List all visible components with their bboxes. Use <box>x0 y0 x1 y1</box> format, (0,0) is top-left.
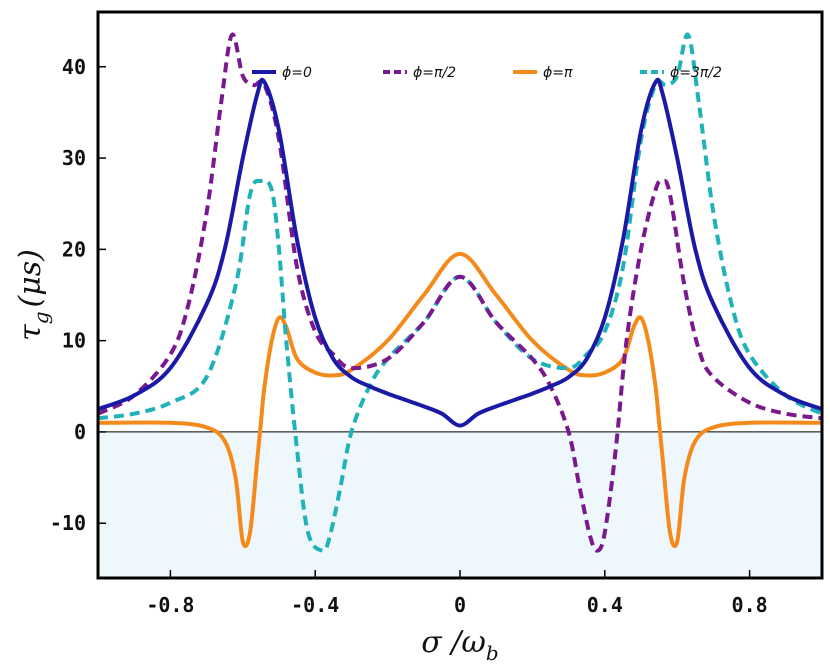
negative-region-shading <box>98 431 822 578</box>
series-line-1 <box>98 32 822 553</box>
y-axis-label: τg(μs) <box>13 249 53 341</box>
series-line-2 <box>98 251 822 549</box>
x-tick-label: 0 <box>454 593 466 617</box>
y-tick-label: 0 <box>74 420 86 444</box>
x-tick-label: -0.8 <box>146 593 194 617</box>
series-line-0 <box>98 77 822 428</box>
legend: ϕ=0 ϕ=π/2 ϕ=π ϕ=3π/2 <box>252 65 722 81</box>
y-tick-label: 40 <box>62 55 86 79</box>
legend-label-3: ϕ=3π/2 <box>670 65 722 81</box>
x-tick-label: 0.8 <box>732 593 768 617</box>
y-tick-label: 30 <box>62 146 86 170</box>
legend-label-0: ϕ=0 <box>282 65 312 81</box>
y-tick-label: 10 <box>62 329 86 353</box>
x-tick-label: 0.4 <box>587 593 623 617</box>
y-tick-label: -10 <box>50 511 86 535</box>
x-axis-label: σ /ωb <box>421 625 498 664</box>
legend-label-2: ϕ=π <box>543 65 573 81</box>
series-line-3 <box>98 32 822 553</box>
series-group <box>98 32 822 553</box>
ticks-group: -0.8 -0.4 0 0.4 0.8 -10 0 10 20 30 40 <box>50 55 768 617</box>
y-tick-label: 20 <box>62 237 86 261</box>
x-tick-label: -0.4 <box>291 593 339 617</box>
legend-label-1: ϕ=π/2 <box>413 65 456 81</box>
